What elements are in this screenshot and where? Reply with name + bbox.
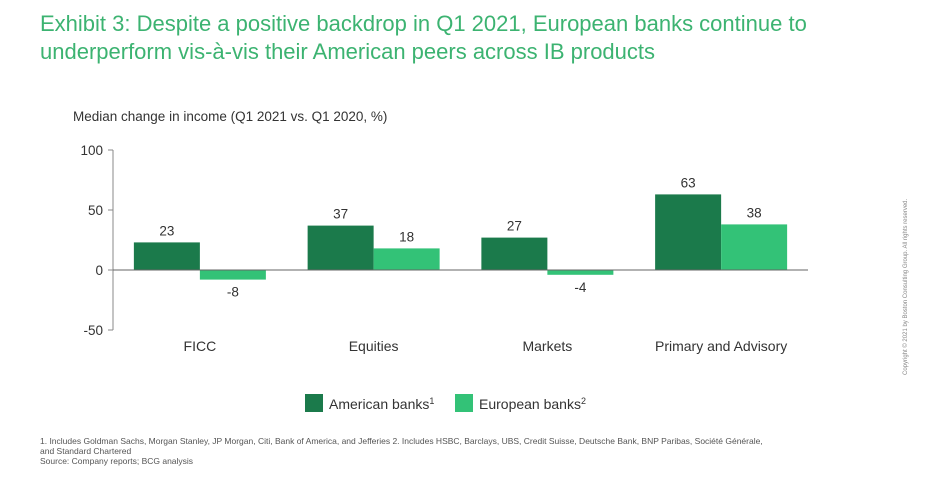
bar-european bbox=[373, 248, 440, 270]
footnote-line-1: 1. Includes Goldman Sachs, Morgan Stanle… bbox=[40, 436, 763, 446]
y-tick-label: -50 bbox=[83, 323, 103, 338]
y-tick-label: 100 bbox=[80, 143, 103, 158]
data-label: 63 bbox=[681, 175, 696, 190]
y-axis-label: Median change in income (Q1 2021 vs. Q1 … bbox=[73, 109, 387, 124]
y-tick-label: 0 bbox=[95, 263, 103, 278]
x-tick-label: Equities bbox=[349, 338, 399, 354]
data-label: 18 bbox=[399, 229, 414, 244]
source-note: Source: Company reports; BCG analysis bbox=[40, 456, 194, 466]
data-label: -8 bbox=[227, 285, 239, 300]
bar-european bbox=[547, 270, 614, 275]
bar-european bbox=[199, 270, 266, 280]
legend-swatch bbox=[455, 394, 473, 412]
title-line-1: Exhibit 3: Despite a positive backdrop i… bbox=[40, 11, 807, 36]
copyright-notice: Copyright © 2021 by Boston Consulting Gr… bbox=[903, 198, 909, 375]
page-title: Exhibit 3: Despite a positive backdrop i… bbox=[40, 10, 900, 66]
bar-european bbox=[721, 224, 788, 270]
legend-label: American banks1 bbox=[329, 396, 434, 412]
bar-american bbox=[133, 242, 200, 270]
legend-swatch bbox=[305, 394, 323, 412]
bar-chart: Median change in income (Q1 2021 vs. Q1 … bbox=[73, 109, 808, 412]
y-tick-label: 50 bbox=[88, 203, 103, 218]
data-label: 37 bbox=[333, 207, 348, 222]
x-tick-label: FICC bbox=[184, 338, 217, 354]
footnote-line-2: and Standard Chartered bbox=[40, 446, 132, 456]
title-line-2: underperform vis-à-vis their American pe… bbox=[40, 39, 656, 64]
data-label: 27 bbox=[507, 219, 522, 234]
x-tick-label: Primary and Advisory bbox=[655, 338, 787, 354]
bar-american bbox=[481, 237, 548, 270]
footnotes: 1. Includes Goldman Sachs, Morgan Stanle… bbox=[40, 436, 900, 466]
data-label: -4 bbox=[574, 280, 586, 295]
bar-american bbox=[655, 194, 722, 270]
x-tick-label: Markets bbox=[522, 338, 572, 354]
data-label: 38 bbox=[747, 205, 762, 220]
data-label: 23 bbox=[159, 223, 174, 238]
legend-label: European banks2 bbox=[479, 396, 586, 412]
bar-american bbox=[307, 225, 374, 270]
